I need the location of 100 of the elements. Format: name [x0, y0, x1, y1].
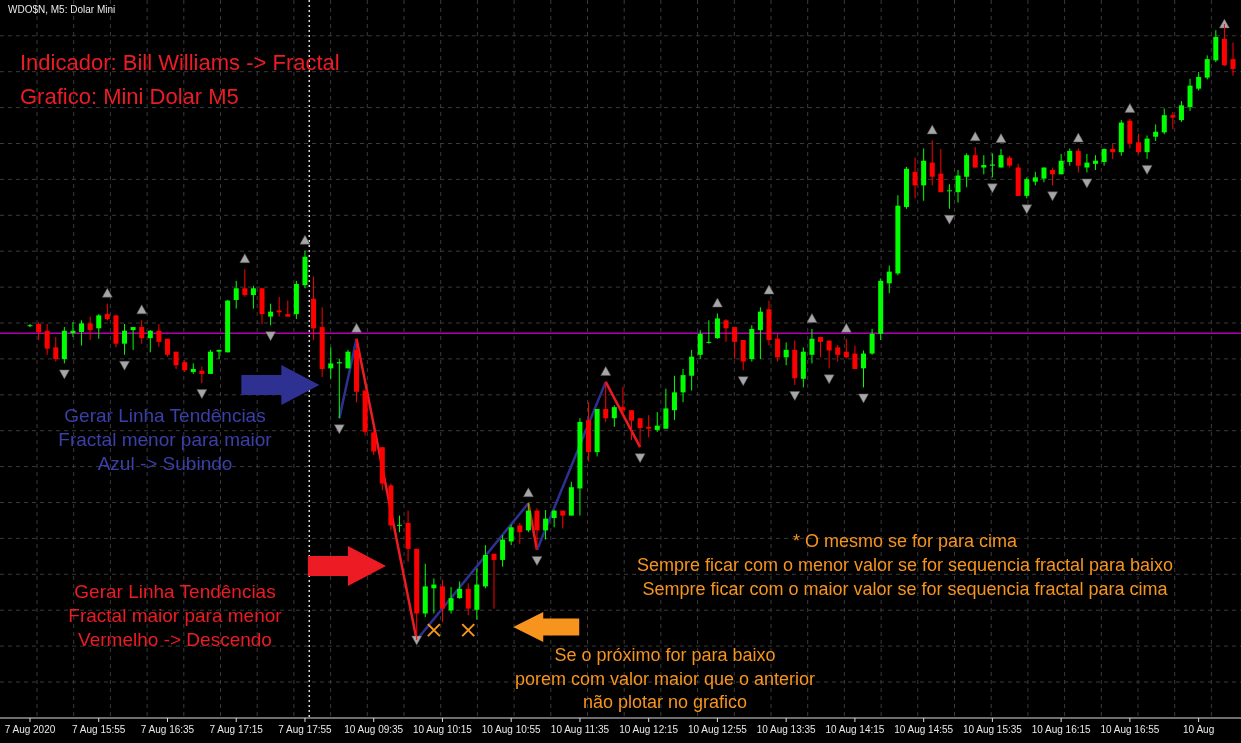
point: [299, 234, 311, 245]
candlestick: [886, 264, 892, 294]
x-tick-label: 7 Aug 17:55: [278, 724, 333, 735]
x-tick-label: 7 Aug 17:15: [209, 724, 264, 735]
candlestick: [439, 579, 445, 623]
x-tick-label: 7 Aug 16:35: [140, 724, 195, 735]
candlestick: [1196, 71, 1202, 92]
x-tick-label: 10 Aug 09:35: [344, 724, 404, 735]
candlestick: [1213, 29, 1219, 63]
x-tick-label: 10 Aug 16:55: [1100, 724, 1160, 735]
candlestick: [1161, 107, 1167, 135]
candlestick: [268, 303, 274, 326]
candlestick: [732, 326, 738, 360]
candlestick: [53, 336, 59, 363]
point: [995, 133, 1007, 143]
candlestick: [543, 509, 549, 541]
point: [1219, 18, 1230, 29]
point: [634, 453, 646, 463]
candlestick: [130, 326, 136, 351]
point: [858, 393, 869, 404]
candlestick: [1075, 147, 1081, 173]
candlestick: [826, 340, 832, 369]
point: [823, 374, 835, 385]
candlestick: [1187, 78, 1193, 112]
point: [102, 287, 113, 298]
candlestick: [491, 553, 497, 610]
point: [763, 284, 775, 295]
point: [737, 376, 749, 386]
point: [987, 183, 998, 194]
candlestick: [96, 313, 102, 340]
candlestick: [671, 375, 677, 421]
point: [351, 323, 362, 333]
candlestick: [637, 417, 643, 448]
candlestick: [663, 388, 669, 430]
candlestick: [629, 409, 634, 441]
candlestick: [517, 522, 523, 545]
candlestick: [964, 152, 970, 188]
x-tick-label: 10 Aug 16:15: [1031, 724, 1092, 735]
candlestick: [852, 345, 858, 370]
candlestick: [714, 313, 720, 340]
candlestick: [199, 366, 205, 384]
point: [789, 391, 801, 401]
candlestick: [27, 323, 33, 328]
point: [411, 635, 422, 646]
candlestick: [972, 146, 978, 169]
candlestick: [929, 139, 935, 186]
candlestick: [757, 306, 763, 360]
point: [196, 389, 208, 399]
x-tick-label: 10 Aug: [1183, 724, 1215, 735]
x-tick-label: 7 Aug 15:55: [72, 724, 126, 735]
candlestick: [139, 319, 145, 345]
candlestick: [740, 339, 746, 371]
x-tick-label: 10 Aug 10:15: [412, 724, 473, 735]
candlestick: [611, 404, 617, 428]
x-tick-label: 10 Aug 12:15: [619, 724, 679, 735]
candlestick: [603, 381, 609, 423]
candlestick: [1144, 135, 1150, 160]
candlestick: [448, 586, 454, 615]
candlestick: [1170, 111, 1176, 130]
point: [119, 361, 130, 371]
candlestick: [156, 323, 162, 348]
candlestick: [723, 318, 729, 343]
candlestick: [534, 507, 540, 551]
point: [1124, 103, 1136, 113]
candlestick: [1178, 100, 1184, 123]
point: [1141, 165, 1153, 175]
point: [461, 623, 476, 638]
point: [944, 215, 955, 225]
x-tick-label: 10 Aug 13:35: [756, 724, 817, 735]
candlestick: [276, 296, 282, 318]
point: [59, 369, 70, 380]
candlestick: [689, 349, 695, 392]
candlestick: [500, 534, 506, 568]
point: [334, 424, 345, 434]
candlestick: [998, 148, 1004, 169]
annotation: Gerar Linha Tendências Fractal menor para maior Azul -> Subindo: [58, 405, 273, 474]
x-tick-label: 7 Aug 2020: [4, 724, 56, 735]
candlestick: [680, 368, 686, 403]
point: [841, 323, 852, 333]
candlestick: [775, 333, 781, 363]
candlestick: [216, 349, 222, 360]
candlestick: [242, 268, 248, 298]
point: [523, 487, 534, 498]
annotation: Gerar Linha Tendências Fractal maior para menor Vermelho -> Descendo: [68, 581, 283, 650]
x-tick-label: 10 Aug 14:55: [894, 724, 954, 735]
candlestick: [697, 329, 703, 360]
candlestick: [955, 169, 961, 204]
annotation: Indicador: Bill Williams -> Fractal: [20, 50, 340, 75]
point: [426, 623, 441, 638]
point: [1073, 132, 1084, 143]
candlestick: [44, 323, 50, 356]
point: [600, 366, 611, 376]
point: [265, 331, 276, 341]
x-tick-label: 10 Aug 11:35: [550, 724, 610, 735]
point: [969, 131, 981, 141]
candlestick: [1024, 176, 1030, 199]
candlestick: [1127, 118, 1133, 149]
x-tick-label: 10 Aug 10:55: [481, 724, 542, 735]
point: [927, 124, 938, 135]
candlestick: [465, 582, 471, 616]
